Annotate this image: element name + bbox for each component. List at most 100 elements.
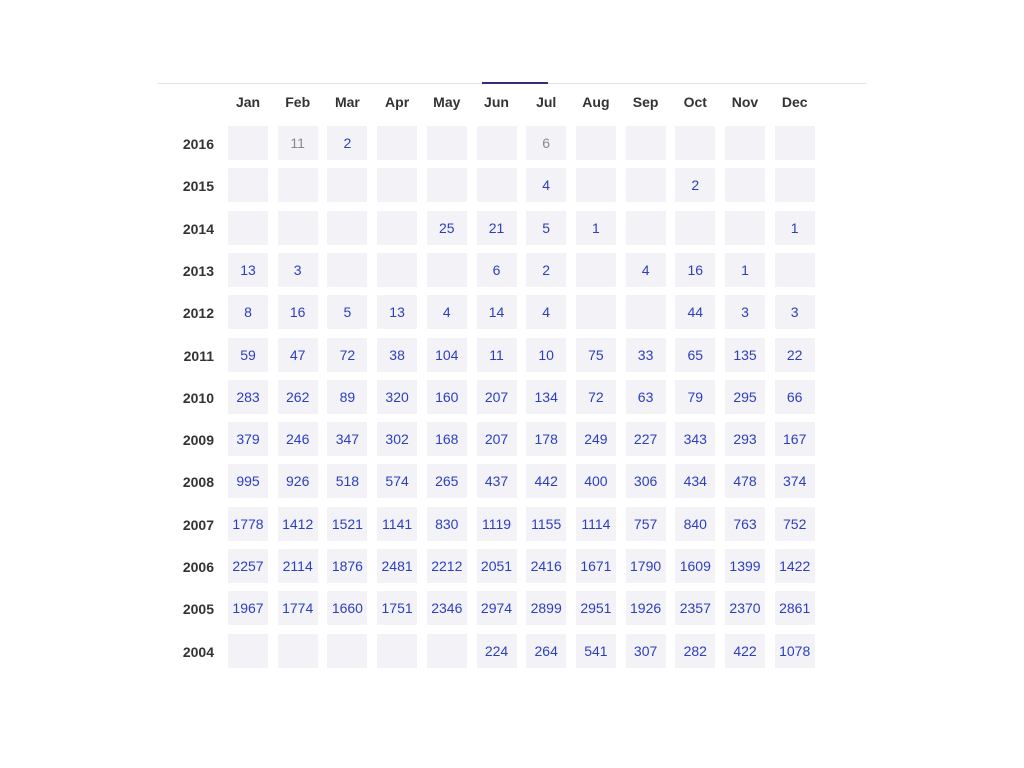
month-cell-2013-oct[interactable]: 16 [675, 252, 716, 287]
month-cell-2015-oct[interactable]: 2 [675, 168, 716, 203]
month-cell-2009-jun[interactable]: 207 [476, 422, 517, 457]
month-cell-2008-may[interactable]: 265 [426, 464, 467, 499]
month-cell-2005-feb[interactable]: 1774 [277, 591, 318, 626]
month-cell-2010-jul[interactable]: 134 [526, 379, 567, 414]
month-cell-2006-jan[interactable]: 2257 [228, 549, 268, 583]
month-cell-2005-nov[interactable]: 2370 [725, 591, 765, 626]
month-cell-2005-jan[interactable]: 1967 [228, 591, 268, 626]
month-cell-2007-nov[interactable]: 763 [725, 506, 765, 541]
month-cell-2007-jan[interactable]: 1778 [228, 506, 268, 541]
month-cell-2015-jul[interactable]: 4 [526, 168, 567, 203]
month-cell-2006-may[interactable]: 2212 [426, 549, 467, 583]
month-cell-2009-jan[interactable]: 379 [228, 422, 268, 457]
month-cell-2014-dec[interactable]: 1 [774, 210, 815, 245]
month-cell-2008-aug[interactable]: 400 [575, 464, 616, 499]
month-cell-2011-apr[interactable]: 38 [377, 337, 418, 372]
month-cell-2007-aug[interactable]: 1114 [575, 506, 616, 541]
month-cell-2010-apr[interactable]: 320 [377, 379, 418, 414]
month-cell-2012-mar[interactable]: 5 [327, 295, 368, 330]
month-cell-2004-jul[interactable]: 264 [526, 633, 567, 668]
month-cell-2007-may[interactable]: 830 [426, 506, 467, 541]
month-cell-2007-mar[interactable]: 1521 [327, 506, 368, 541]
month-cell-2006-dec[interactable]: 1422 [774, 549, 815, 583]
month-cell-2007-apr[interactable]: 1141 [377, 506, 418, 541]
month-cell-2005-jun[interactable]: 2974 [476, 591, 517, 626]
month-cell-2013-nov[interactable]: 1 [725, 252, 765, 287]
month-cell-2009-mar[interactable]: 347 [327, 422, 368, 457]
month-cell-2004-dec[interactable]: 1078 [774, 633, 815, 668]
month-cell-2006-mar[interactable]: 1876 [327, 549, 368, 583]
month-cell-2013-jun[interactable]: 6 [476, 252, 517, 287]
month-cell-2014-aug[interactable]: 1 [575, 210, 616, 245]
month-cell-2010-may[interactable]: 160 [426, 379, 467, 414]
month-cell-2006-nov[interactable]: 1399 [725, 549, 765, 583]
month-cell-2004-aug[interactable]: 541 [575, 633, 616, 668]
month-cell-2007-jun[interactable]: 1119 [476, 506, 517, 541]
month-cell-2011-jul[interactable]: 10 [526, 337, 567, 372]
month-cell-2008-apr[interactable]: 574 [377, 464, 418, 499]
month-cell-2009-nov[interactable]: 293 [725, 422, 765, 457]
month-cell-2014-may[interactable]: 25 [426, 210, 467, 245]
month-cell-2009-sep[interactable]: 227 [625, 422, 666, 457]
month-cell-2012-dec[interactable]: 3 [774, 295, 815, 330]
month-cell-2010-dec[interactable]: 66 [774, 379, 815, 414]
month-cell-2012-may[interactable]: 4 [426, 295, 467, 330]
month-cell-2012-oct[interactable]: 44 [675, 295, 716, 330]
month-cell-2006-jun[interactable]: 2051 [476, 549, 517, 583]
month-cell-2008-dec[interactable]: 374 [774, 464, 815, 499]
month-cell-2007-dec[interactable]: 752 [774, 506, 815, 541]
month-cell-2008-nov[interactable]: 478 [725, 464, 765, 499]
month-cell-2008-feb[interactable]: 926 [277, 464, 318, 499]
month-cell-2009-apr[interactable]: 302 [377, 422, 418, 457]
month-cell-2005-mar[interactable]: 1660 [327, 591, 368, 626]
month-cell-2007-jul[interactable]: 1155 [526, 506, 567, 541]
month-cell-2009-may[interactable]: 168 [426, 422, 467, 457]
month-cell-2010-aug[interactable]: 72 [575, 379, 616, 414]
month-cell-2010-oct[interactable]: 79 [675, 379, 716, 414]
month-cell-2006-jul[interactable]: 2416 [526, 549, 567, 583]
month-cell-2014-jun[interactable]: 21 [476, 210, 517, 245]
month-cell-2009-oct[interactable]: 343 [675, 422, 716, 457]
month-cell-2012-apr[interactable]: 13 [377, 295, 418, 330]
month-cell-2009-jul[interactable]: 178 [526, 422, 567, 457]
month-cell-2011-sep[interactable]: 33 [625, 337, 666, 372]
month-cell-2009-feb[interactable]: 246 [277, 422, 318, 457]
month-cell-2010-nov[interactable]: 295 [725, 379, 765, 414]
month-cell-2007-sep[interactable]: 757 [625, 506, 666, 541]
month-cell-2006-oct[interactable]: 1609 [675, 549, 716, 583]
month-cell-2013-sep[interactable]: 4 [625, 252, 666, 287]
month-cell-2011-feb[interactable]: 47 [277, 337, 318, 372]
month-cell-2006-apr[interactable]: 2481 [377, 549, 418, 583]
month-cell-2008-jul[interactable]: 442 [526, 464, 567, 499]
month-cell-2005-dec[interactable]: 2861 [774, 591, 815, 626]
month-cell-2004-nov[interactable]: 422 [725, 633, 765, 668]
month-cell-2013-jul[interactable]: 2 [526, 252, 567, 287]
month-cell-2013-feb[interactable]: 3 [277, 252, 318, 287]
month-cell-2010-sep[interactable]: 63 [625, 379, 666, 414]
month-cell-2012-nov[interactable]: 3 [725, 295, 765, 330]
month-cell-2009-aug[interactable]: 249 [575, 422, 616, 457]
month-cell-2011-aug[interactable]: 75 [575, 337, 616, 372]
month-cell-2010-jun[interactable]: 207 [476, 379, 517, 414]
month-cell-2005-apr[interactable]: 1751 [377, 591, 418, 626]
month-cell-2005-aug[interactable]: 2951 [575, 591, 616, 626]
month-cell-2012-jul[interactable]: 4 [526, 295, 567, 330]
month-cell-2006-feb[interactable]: 2114 [277, 549, 318, 583]
month-cell-2012-feb[interactable]: 16 [277, 295, 318, 330]
month-cell-2012-jan[interactable]: 8 [228, 295, 268, 330]
month-cell-2004-sep[interactable]: 307 [625, 633, 666, 668]
month-cell-2008-jan[interactable]: 995 [228, 464, 268, 499]
month-cell-2010-jan[interactable]: 283 [228, 379, 268, 414]
month-cell-2004-oct[interactable]: 282 [675, 633, 716, 668]
month-cell-2010-mar[interactable]: 89 [327, 379, 368, 414]
month-cell-2011-may[interactable]: 104 [426, 337, 467, 372]
month-cell-2007-oct[interactable]: 840 [675, 506, 716, 541]
month-cell-2006-aug[interactable]: 1671 [575, 549, 616, 583]
month-cell-2005-oct[interactable]: 2357 [675, 591, 716, 626]
month-cell-2008-jun[interactable]: 437 [476, 464, 517, 499]
month-cell-2004-jun[interactable]: 224 [476, 633, 517, 668]
month-cell-2008-oct[interactable]: 434 [675, 464, 716, 499]
month-cell-2009-dec[interactable]: 167 [774, 422, 815, 457]
month-cell-2011-mar[interactable]: 72 [327, 337, 368, 372]
month-cell-2005-sep[interactable]: 1926 [625, 591, 666, 626]
